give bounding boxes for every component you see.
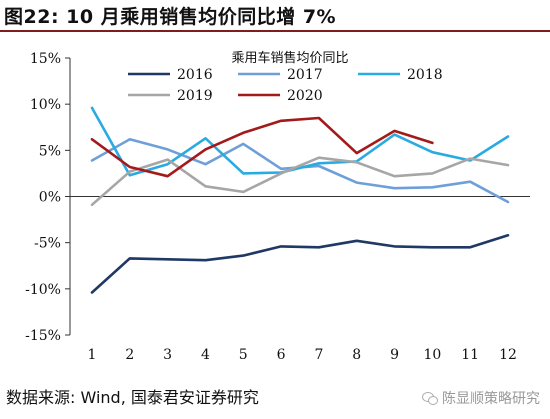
- x-tick-label: 2: [125, 347, 134, 363]
- legend-label-2017: 2017: [287, 67, 323, 83]
- legend-label-2020: 2020: [287, 88, 323, 104]
- y-tick-label: 5%: [39, 143, 61, 159]
- x-tick-label: 10: [423, 347, 441, 363]
- y-tick-label: -15%: [25, 328, 61, 344]
- x-tick-label: 8: [352, 347, 361, 363]
- line-chart: -15%-10%-5%0%5%10%15%1 2 3 4 5 6 7 8 9 10 11 12 乘用车…: [25, 50, 530, 363]
- y-tick-label: 15%: [30, 51, 61, 67]
- y-tick-label: -5%: [34, 236, 61, 252]
- series-line-2020: [90, 116, 434, 178]
- watermark: 陈显顺策略研究: [422, 388, 540, 408]
- series-line-2018: [90, 106, 510, 177]
- chart-title: 乘用车销售均价同比: [231, 50, 348, 66]
- legend: 2016 2017 2018 2019 2020: [128, 67, 443, 104]
- wechat-icon: [422, 391, 438, 405]
- x-tick-label: 12: [499, 347, 517, 363]
- x-tick-label: 11: [461, 347, 479, 363]
- title-rule: [0, 30, 550, 32]
- x-tick-label: 1: [88, 347, 97, 363]
- y-tick-label: 10%: [30, 97, 61, 113]
- legend-label-2019: 2019: [177, 88, 213, 104]
- x-tick-label: 3: [163, 347, 172, 363]
- y-tick-label: -10%: [25, 282, 61, 298]
- series-line-2017: [90, 138, 510, 204]
- x-tick-label: 7: [314, 347, 323, 363]
- series-line-2016: [90, 234, 510, 294]
- x-tick-label: 6: [277, 347, 286, 363]
- series-lines: [90, 106, 510, 294]
- legend-label-2016: 2016: [177, 67, 213, 83]
- axes: -15%-10%-5%0%5%10%15%1 2 3 4 5 6 7 8 9 10 11 12: [25, 51, 530, 363]
- legend-label-2018: 2018: [407, 67, 443, 83]
- x-tick-label: 5: [239, 347, 248, 363]
- watermark-text: 陈显顺策略研究: [442, 391, 540, 407]
- x-tick-label: 4: [201, 347, 210, 363]
- figure-title: 图22: 10 月乘用销售均价同比增 7%: [4, 6, 337, 28]
- series-line-2019: [90, 156, 510, 207]
- y-tick-label: 0%: [39, 190, 61, 206]
- source-note: 数据来源: Wind, 国泰君安证券研究: [6, 388, 259, 407]
- x-tick-label: 9: [390, 347, 399, 363]
